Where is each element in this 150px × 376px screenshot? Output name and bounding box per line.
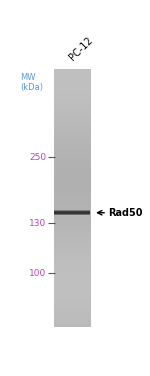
Text: MW
(kDa): MW (kDa) — [20, 73, 43, 92]
Text: PC-12: PC-12 — [68, 35, 95, 62]
Text: 250: 250 — [30, 153, 47, 162]
Text: 100: 100 — [29, 269, 47, 278]
Text: 130: 130 — [29, 218, 47, 227]
Text: Rad50: Rad50 — [108, 208, 143, 218]
